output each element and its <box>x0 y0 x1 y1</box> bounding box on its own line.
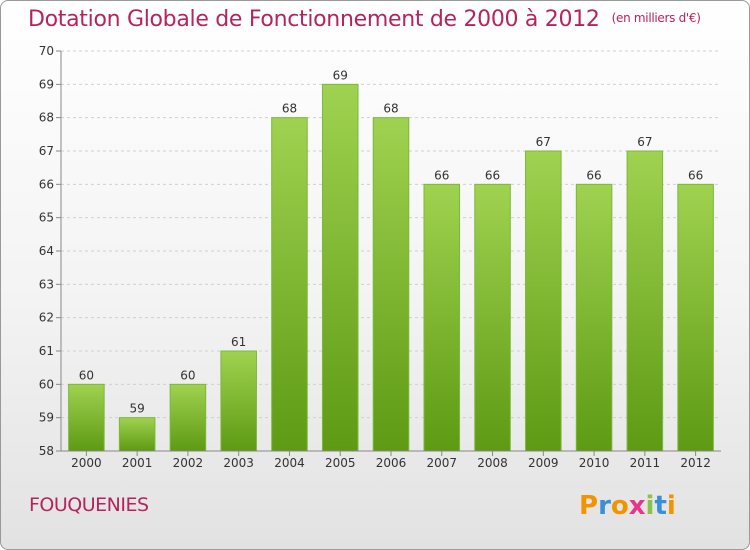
y-tick-label: 60 <box>39 377 54 391</box>
logo-letter: r <box>598 491 611 521</box>
y-axis: 58 59 60 61 62 63 64 65 66 67 68 69 70 <box>39 44 62 458</box>
x-tick-label-2010: 2010 <box>579 456 610 470</box>
y-tick-label: 67 <box>39 144 54 158</box>
bars: 60 59 60 61 68 69 68 66 66 67 66 67 66 <box>68 68 714 452</box>
bar-2012 <box>677 183 714 452</box>
value-label-2005: 69 <box>333 68 348 82</box>
logo-letter: x <box>628 491 646 521</box>
chart-title: Dotation Globale de Fonctionnement de 20… <box>28 7 701 32</box>
value-label-2007: 66 <box>434 168 449 182</box>
x-tick-label-2008: 2008 <box>477 456 508 470</box>
y-tick-label: 62 <box>39 311 54 325</box>
y-tick-label: 69 <box>39 77 54 91</box>
y-tick-label: 59 <box>39 411 54 425</box>
y-tick-label: 58 <box>39 444 54 458</box>
logo-letter: P <box>579 491 599 521</box>
x-tick-label-2002: 2002 <box>173 456 204 470</box>
logo-letter: t <box>654 491 667 521</box>
x-tick-label-2006: 2006 <box>376 456 407 470</box>
x-tick-label-2011: 2011 <box>630 456 661 470</box>
value-label-2006: 68 <box>383 102 398 116</box>
value-label-2002: 60 <box>180 368 195 382</box>
x-tick-label-2005: 2005 <box>325 456 356 470</box>
x-tick-label-2007: 2007 <box>426 456 457 470</box>
y-tick-label: 61 <box>39 344 54 358</box>
bar-2007 <box>423 183 461 452</box>
value-label-2008: 66 <box>485 168 500 182</box>
x-tick-label-2004: 2004 <box>274 456 305 470</box>
bar-2010 <box>575 183 613 452</box>
bar-2003 <box>220 350 257 452</box>
logo-letter: i <box>666 491 676 521</box>
x-axis: 2000 2001 2002 2003 2004 2005 2006 2007 2008 2009… <box>61 450 721 470</box>
y-tick-label: 70 <box>39 44 54 58</box>
y-tick-label: 68 <box>39 111 54 125</box>
value-label-2000: 60 <box>79 368 94 382</box>
x-tick-label-2001: 2001 <box>122 456 153 470</box>
logo-letter: i <box>645 491 655 521</box>
y-tick-label: 66 <box>39 177 54 191</box>
value-label-2011: 67 <box>637 135 652 149</box>
y-tick-label: 64 <box>39 244 54 258</box>
value-label-2004: 68 <box>282 102 297 116</box>
bar-2005 <box>321 83 359 452</box>
value-label-2003: 61 <box>231 335 246 349</box>
city-name: FOUQUENIES <box>29 494 149 516</box>
bar-2002 <box>169 383 207 452</box>
x-tick-label-2009: 2009 <box>528 456 559 470</box>
unit-note: (en milliers d'€) <box>611 11 701 25</box>
value-label-2012: 66 <box>688 168 703 182</box>
y-tick-label: 65 <box>39 211 54 225</box>
x-tick-label-2000: 2000 <box>71 456 102 470</box>
bar-2000 <box>68 383 105 452</box>
x-tick-label-2012: 2012 <box>680 456 711 470</box>
x-tick-label-2003: 2003 <box>223 456 254 470</box>
bar-2008 <box>474 183 511 452</box>
bar-2004 <box>271 117 308 452</box>
proxiti-logo[interactable]: Proxiti <box>579 491 676 521</box>
bar-2011 <box>626 150 664 452</box>
bar-2001 <box>118 417 156 452</box>
value-label-2001: 59 <box>130 402 145 416</box>
bar-2006 <box>372 117 410 452</box>
y-tick-label: 63 <box>39 277 54 291</box>
logo-letter: o <box>610 491 629 521</box>
title-text: Dotation Globale de Fonctionnement de 20… <box>28 7 600 32</box>
bar-2009 <box>525 150 562 452</box>
value-label-2009: 67 <box>536 135 551 149</box>
value-label-2010: 66 <box>586 168 601 182</box>
